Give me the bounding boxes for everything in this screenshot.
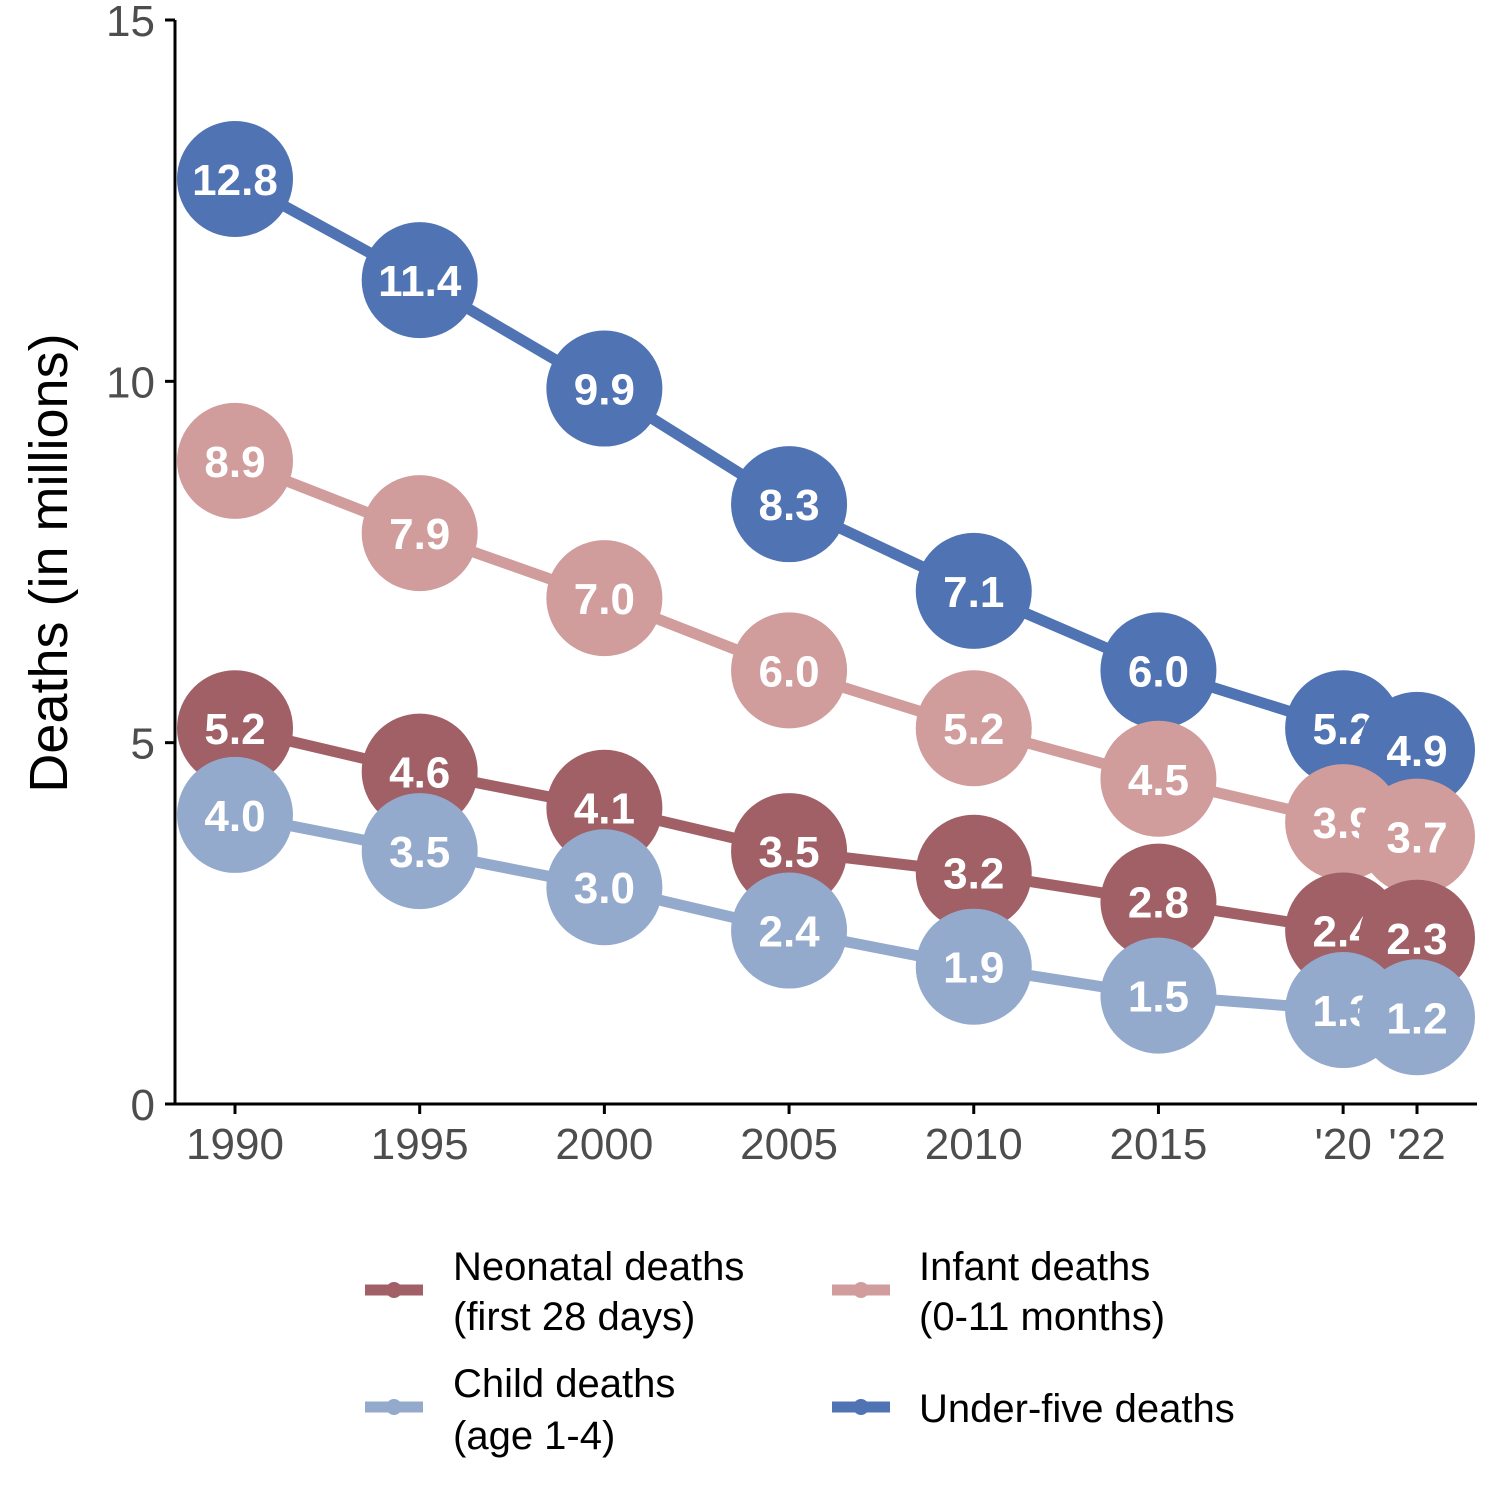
data-point (1359, 959, 1475, 1076)
data-label: 4.6 (389, 749, 450, 798)
data-point (1100, 612, 1217, 729)
data-label: 2.3 (1386, 915, 1447, 964)
y-tick-label: 15 (106, 0, 155, 46)
data-label: 7.0 (574, 575, 635, 624)
data-point (546, 749, 663, 866)
data-label: 5.2 (204, 705, 265, 754)
data-point (915, 670, 1032, 787)
x-tick-label: 1990 (186, 1120, 284, 1169)
series-points: 12.8 11.4 9.9 8.3 7.1 6.0 5.2 4.9 8.9 7.9 7.0 6.0 5.… (177, 120, 1475, 1076)
data-label: 6.0 (758, 647, 819, 696)
data-point (177, 756, 293, 873)
data-point (546, 330, 663, 447)
data-point (1100, 720, 1217, 837)
data-point (731, 446, 848, 563)
legend-key-point (386, 1399, 402, 1415)
data-point (915, 532, 1032, 649)
data-label: 6.0 (1128, 647, 1189, 696)
data-point (731, 793, 848, 910)
data-label: 4.0 (204, 792, 265, 841)
data-point (546, 829, 663, 946)
data-label: 3.5 (758, 828, 819, 877)
data-point (1359, 778, 1475, 895)
data-label: 4.9 (1386, 727, 1447, 776)
legend-label: Under-five deaths (919, 1387, 1235, 1431)
legend-key-point (853, 1399, 869, 1415)
legend-key-point (386, 1282, 402, 1298)
data-point (731, 612, 848, 729)
data-point (361, 475, 478, 592)
data-point (1100, 843, 1217, 960)
data-point (177, 402, 293, 519)
data-label: 4.5 (1128, 756, 1189, 805)
x-tick-label: 2010 (925, 1120, 1023, 1169)
data-point (1100, 937, 1217, 1054)
x-tick-label: 2000 (555, 1120, 653, 1169)
data-label: 9.9 (574, 366, 635, 415)
x-tick-label: 2015 (1109, 1120, 1207, 1169)
data-label: 7.9 (389, 510, 450, 559)
legend-key-point (853, 1282, 869, 1298)
data-label: 3.0 (574, 864, 635, 913)
x-tick-label: 1995 (371, 1120, 469, 1169)
data-label: 2.8 (1128, 879, 1189, 928)
legend-label: Child deaths (453, 1362, 675, 1406)
data-label: 12.8 (192, 156, 278, 205)
data-point (731, 872, 848, 989)
data-label: 1.2 (1386, 994, 1447, 1043)
data-label: 8.9 (204, 438, 265, 487)
legend-label: (age 1-4) (453, 1414, 615, 1458)
data-point (177, 670, 293, 787)
data-point (546, 540, 663, 657)
data-point (915, 908, 1032, 1025)
data-label: 7.1 (943, 568, 1004, 617)
x-tick-label: 2005 (740, 1120, 838, 1169)
data-point (1359, 879, 1475, 996)
legend: Neonatal deaths (first 28 days) Infant dea… (365, 1245, 1235, 1458)
y-tick-label: 10 (106, 358, 155, 407)
data-label: 11.4 (378, 257, 462, 306)
data-point (915, 814, 1032, 931)
y-tick-label: 0 (131, 1081, 155, 1130)
legend-label: (first 28 days) (453, 1295, 695, 1339)
data-label: 2.4 (758, 908, 820, 957)
data-label: 4.1 (574, 785, 635, 834)
data-point (361, 222, 478, 339)
y-ticks: 0 5 10 15 (106, 0, 175, 1130)
axes (173, 20, 1477, 1106)
data-label: 5.2 (943, 705, 1004, 754)
y-tick-label: 5 (131, 720, 155, 769)
data-point (177, 120, 293, 237)
data-label: 8.3 (758, 481, 819, 530)
data-label: 3.7 (1386, 814, 1447, 863)
data-label: 3.2 (943, 850, 1004, 899)
y-axis-title: Deaths (in millions) (19, 333, 79, 792)
data-point (361, 713, 478, 830)
data-label: 1.9 (943, 944, 1004, 993)
legend-label: Infant deaths (919, 1245, 1150, 1289)
legend-label: Neonatal deaths (453, 1245, 744, 1289)
legend-label: (0-11 months) (919, 1295, 1165, 1339)
data-label: 1.5 (1128, 973, 1189, 1022)
x-ticks: 1990 1995 2000 2005 2010 2015 '20 '22 (186, 1104, 1446, 1169)
x-tick-label: '22 (1388, 1120, 1445, 1169)
data-point (1359, 691, 1475, 808)
x-tick-label: '20 (1314, 1120, 1371, 1169)
data-label: 3.5 (389, 828, 450, 877)
data-point (361, 793, 478, 910)
